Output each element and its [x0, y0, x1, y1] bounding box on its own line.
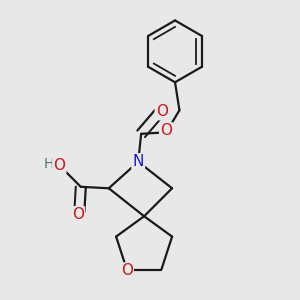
Text: O: O	[160, 123, 172, 138]
Text: O: O	[53, 158, 65, 173]
Text: N: N	[133, 154, 144, 169]
Text: O: O	[121, 263, 133, 278]
Text: O: O	[72, 207, 84, 222]
Text: H: H	[43, 157, 54, 171]
Text: O: O	[156, 104, 168, 119]
